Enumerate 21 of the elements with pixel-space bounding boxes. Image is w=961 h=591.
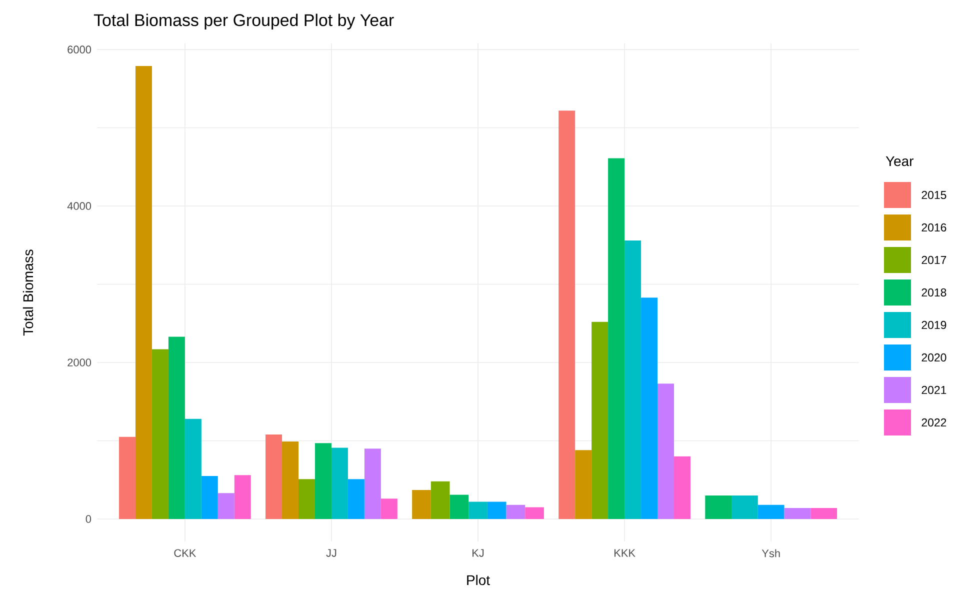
y-tick-label: 4000 bbox=[67, 202, 92, 210]
y-axis-title: Total Biomass bbox=[22, 250, 34, 336]
legend-label: 2020 bbox=[922, 353, 946, 362]
x-tick-label: JJ bbox=[326, 549, 336, 557]
legend-label: 2019 bbox=[922, 320, 946, 330]
x-tick-label: KKK bbox=[614, 549, 636, 557]
legend-label: 2017 bbox=[922, 256, 946, 264]
chart-title: Total Biomass per Grouped Plot by Year bbox=[94, 14, 394, 30]
x-tick-label: CKK bbox=[174, 549, 196, 557]
x-axis-title: Plot bbox=[467, 574, 490, 586]
legend-label: 2022 bbox=[922, 418, 946, 427]
y-tick-label: 0 bbox=[86, 515, 92, 523]
legend-label: 2018 bbox=[922, 288, 946, 297]
y-tick-label: 2000 bbox=[68, 358, 92, 366]
legend-label: 2021 bbox=[922, 386, 946, 394]
legend-label: 2016 bbox=[922, 223, 946, 232]
y-tick-label: 6000 bbox=[68, 46, 92, 54]
legend-label: 2015 bbox=[922, 190, 946, 200]
legend-title: Year bbox=[886, 156, 914, 166]
x-tick-label: KJ bbox=[472, 549, 484, 557]
x-tick-label: Ysh bbox=[762, 549, 780, 558]
